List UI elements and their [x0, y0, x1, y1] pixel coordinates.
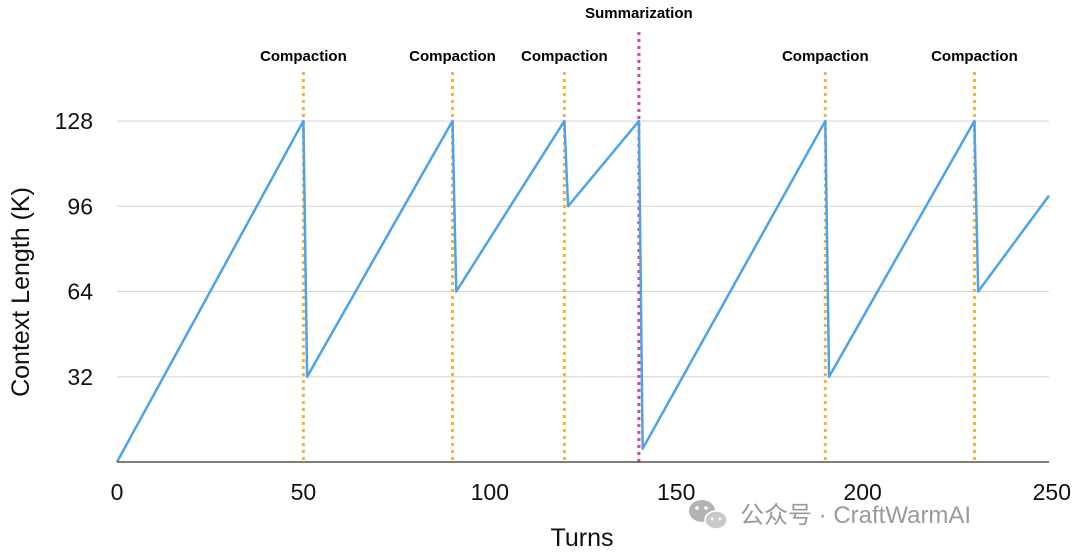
compaction-label-4: Compaction [782, 48, 869, 65]
series-layer [115, 119, 1051, 463]
y-tick-label-64: 64 [67, 279, 93, 305]
watermark: 公众号 · CraftWarmAI [689, 500, 971, 530]
x-tick-label-100: 100 [471, 479, 509, 505]
x-tick-label-150: 150 [657, 479, 695, 505]
summarization-label-3: Summarization [585, 5, 693, 22]
y-tick-label-32: 32 [67, 364, 93, 390]
tick-labels: 32 64 96 128 0 50 100 150 200 250 [55, 108, 1071, 505]
y-tick-label-96: 96 [67, 193, 93, 219]
x-tick-label-50: 50 [291, 479, 317, 505]
y-tick-label-128: 128 [55, 108, 93, 134]
compaction-label-0: Compaction [260, 48, 347, 65]
compaction-label-1: Compaction [409, 48, 496, 65]
watermark-text: 公众号 · CraftWarmAI [740, 502, 971, 529]
x-tick-label-250: 250 [1033, 479, 1071, 505]
x-tick-label-200: 200 [843, 479, 881, 505]
event-markers: Compaction Compaction Compaction Summarizat… [260, 5, 1018, 462]
x-axis-title: Turns [551, 524, 614, 552]
grid-lines [117, 120, 1049, 378]
y-axis-title: Context Length (K) [7, 187, 35, 397]
compaction-label-2: Compaction [521, 48, 608, 65]
series-line-0 [115, 119, 1051, 463]
wechat-icon [689, 500, 728, 530]
compaction-label-5: Compaction [931, 48, 1018, 65]
x-tick-label-0: 0 [111, 479, 124, 505]
